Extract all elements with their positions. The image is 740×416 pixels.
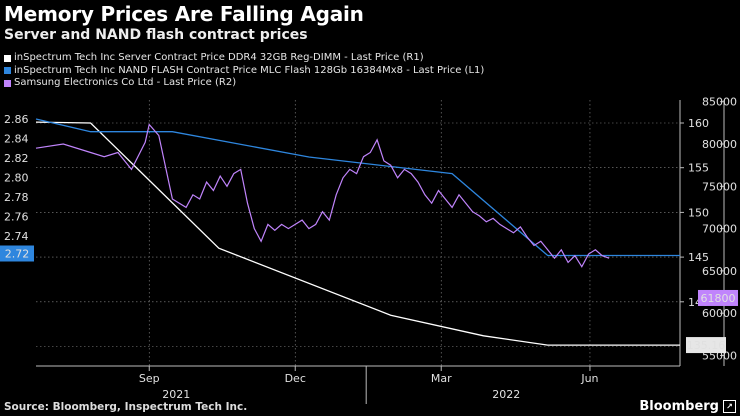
series-line-nand-flash [35,118,680,257]
x-tick-label: Dec [285,372,306,385]
y-tick-right-2: 75000 [702,180,737,193]
y-tick-right-1: 150 [688,206,709,219]
last-value-r2-box [698,289,738,306]
legend-swatch-purple [4,79,11,87]
y-tick-left: 2.80 [4,172,29,185]
last-value-l1: 2.72 [5,248,30,261]
y-tick-right-1: 160 [688,117,709,130]
series-lines [35,118,680,346]
x-year-label: 2021 [162,388,190,401]
legend: inSpectrum Tech Inc Server Contract Pric… [4,52,484,90]
gridlines [36,100,680,366]
x-tick-label: Sep [139,372,160,385]
y-tick-left: 2.86 [4,113,29,126]
legend-label: inSpectrum Tech Inc Server Contract Pric… [14,52,424,63]
y-tick-right-1: 145 [688,251,709,264]
y-tick-left: 2.74 [4,230,29,243]
y-tick-right-2: 65000 [702,265,737,278]
source-note: Source: Bloomberg, Inspectrum Tech Inc. [4,401,248,413]
x-tick-label: Jun [580,372,598,385]
axis-labels: 2.86 2.84 2.82 2.80 2.78 2.76 2.74 160 155 150 145… [0,96,738,401]
y-tick-right-2: 60000 [702,307,737,320]
bloomberg-logo: Bloomberg ↗ [639,399,736,414]
last-value-r2: 61800 [701,292,736,305]
chart-subtitle: Server and NAND flash contract prices [4,27,308,43]
y-tick-left: 2.84 [4,133,29,146]
series-line-samsung [35,123,610,268]
last-value-r1-box [686,337,726,354]
x-tick-label: Mar [431,372,452,385]
y-tick-right-2: 85000 [702,96,737,109]
legend-swatch-blue [4,67,11,75]
legend-item-nand-flash: inSpectrum Tech Inc NAND FLASH Contract … [4,65,484,78]
axes [36,100,725,404]
last-value-l1-box [0,245,34,262]
expand-icon[interactable]: ↗ [723,400,736,413]
brand-label: Bloomberg [639,399,719,414]
legend-swatch-white [4,54,11,62]
chart-title: Memory Prices Are Falling Again [4,2,364,26]
y-tick-right-1: 155 [688,162,709,175]
legend-label: inSpectrum Tech Inc NAND FLASH Contract … [14,64,485,76]
y-tick-right-2: 70000 [702,223,737,236]
legend-item-server-dram: inSpectrum Tech Inc Server Contract Pric… [4,52,484,65]
legend-item-samsung: Samsung Electronics Co Ltd - Last Price … [4,77,484,90]
last-value-r1: 135.16 [687,339,726,352]
y-tick-left: 2.82 [4,152,29,165]
series-line-server-dram [35,121,680,346]
x-year-label: 2022 [492,388,520,401]
y-tick-right-2: 80000 [702,138,737,151]
y-tick-left: 2.76 [4,211,29,224]
y-tick-left: 2.78 [4,191,29,204]
legend-label: Samsung Electronics Co Ltd - Last Price … [14,77,237,88]
